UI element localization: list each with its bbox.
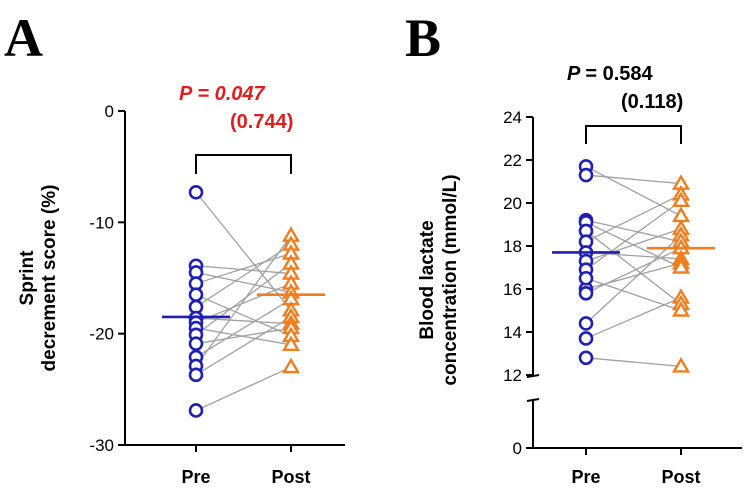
paired-line	[585, 193, 682, 243]
y-tick-label: -30	[89, 436, 114, 455]
y-ticks: 24 22 20 18 16 14 12 0	[503, 108, 682, 458]
pre-point	[578, 331, 594, 346]
mean-lines	[552, 246, 715, 254]
paired-line	[585, 228, 682, 262]
p-label: P	[179, 83, 193, 105]
paired-line	[195, 327, 292, 345]
paired-lines	[585, 165, 682, 368]
y-tick-label: 0	[105, 102, 114, 121]
comparison-bracket	[195, 154, 292, 174]
y-axis-label-line2: decrement score (%)	[39, 185, 60, 372]
paired-line	[585, 230, 682, 305]
paired-line	[585, 234, 682, 324]
y-ticks: 0 -10 -20 -30	[89, 102, 292, 455]
paired-line	[195, 317, 292, 325]
post-point	[671, 301, 691, 317]
post-point	[671, 191, 691, 208]
y-tick-label: 14	[503, 323, 522, 342]
p-value-annotation: P = 0.584	[567, 63, 654, 85]
paired-line	[195, 265, 292, 275]
category-label-pre: Pre	[181, 467, 210, 487]
post-point	[281, 335, 301, 351]
mean-lines	[162, 293, 325, 319]
post-point	[671, 206, 691, 223]
paired-line	[195, 263, 292, 336]
category-label-pre: Pre	[571, 467, 600, 487]
y-tick-label: -20	[89, 325, 114, 344]
data-points	[188, 184, 301, 418]
category-label-post: Post	[271, 467, 310, 487]
paired-line	[195, 366, 292, 412]
pre-point	[578, 270, 594, 286]
pre-point	[578, 285, 594, 301]
paired-line	[195, 294, 292, 337]
y-tick-label: 16	[503, 280, 522, 299]
paired-line	[585, 262, 682, 290]
pre-point	[188, 336, 204, 351]
paired-lines	[195, 191, 292, 412]
y-tick-label: 20	[503, 194, 522, 213]
panel-b: B Blood lactate concentration (mmol/L) 2…	[405, 8, 742, 487]
y-tick-label: 22	[503, 151, 522, 170]
y-tick-label: 0	[513, 439, 522, 458]
post-point	[281, 357, 301, 374]
data-points	[578, 159, 691, 373]
y-tick-label: -10	[89, 213, 114, 232]
pre-point	[188, 287, 204, 303]
paired-line	[585, 174, 682, 185]
panel-letter-b: B	[405, 8, 441, 68]
paired-line	[195, 298, 292, 358]
p-value: = 0.047	[197, 83, 265, 105]
y-axis-label-line1: Blood lactate	[417, 220, 438, 339]
paired-line	[585, 277, 682, 312]
p-value-extra: (0.744)	[230, 111, 293, 133]
paired-line	[585, 297, 682, 340]
p-value-extra: (0.118)	[621, 91, 683, 113]
p-label: P	[567, 63, 581, 85]
axis-break-mark-bottom	[526, 398, 540, 402]
category-label-post: Post	[661, 467, 700, 487]
paired-line	[585, 357, 682, 368]
y-tick-label: 24	[503, 108, 522, 127]
paired-line	[195, 244, 292, 308]
paired-line	[195, 235, 292, 367]
p-value: = 0.584	[585, 63, 653, 85]
x-category-labels: Pre Post	[571, 467, 700, 487]
pre-point	[188, 367, 204, 383]
panel-letter-a: A	[4, 8, 43, 68]
pre-point	[188, 403, 204, 418]
pre-point	[188, 184, 204, 200]
paired-line	[585, 247, 682, 294]
post-point	[671, 258, 691, 274]
pre-point	[578, 167, 594, 183]
x-category-labels: Pre Post	[181, 467, 310, 487]
y-axis-label-line2: concentration (mmol/L)	[440, 174, 461, 385]
pre-point	[578, 316, 594, 331]
paired-line	[585, 200, 682, 271]
post-point	[671, 357, 691, 373]
y-tick-label: 18	[503, 237, 522, 256]
paired-line	[585, 165, 682, 217]
y-axis-label-line1: Sprint	[17, 250, 38, 306]
pre-point	[578, 350, 594, 366]
paired-line	[195, 271, 292, 294]
paired-line	[195, 191, 292, 311]
paired-line	[585, 219, 682, 243]
paired-line	[195, 316, 292, 376]
comparison-bracket	[585, 125, 682, 144]
paired-line	[195, 252, 292, 285]
p-value-annotation: P = 0.047	[179, 83, 266, 105]
panel-a: A Sprint decrement score (%) 0-10-20-30 …	[4, 8, 345, 487]
y-tick-label: 12	[503, 366, 522, 385]
